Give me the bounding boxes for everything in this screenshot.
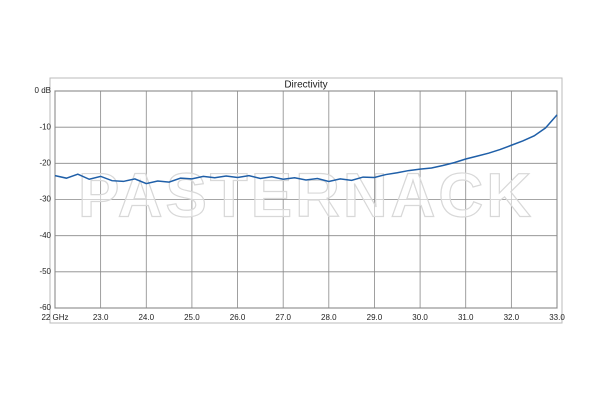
x-tick-label: 31.0 <box>458 313 474 322</box>
x-tick-label: 24.0 <box>138 313 154 322</box>
x-tick-label: 28.0 <box>321 313 337 322</box>
x-tick-label: 30.0 <box>412 313 428 322</box>
x-tick-label: 26.0 <box>230 313 246 322</box>
y-tick-label: 0 dB <box>35 86 51 95</box>
x-tick-label: 27.0 <box>275 313 291 322</box>
y-tick-label: -30 <box>39 195 51 204</box>
y-tick-label: -40 <box>39 231 51 240</box>
chart-title: Directivity <box>284 80 327 91</box>
y-tick-label: -20 <box>39 158 51 167</box>
y-tick-label: -50 <box>39 267 51 276</box>
x-tick-label: 33.0 <box>549 313 565 322</box>
watermark: PASTERNACK <box>78 161 534 230</box>
chart-frame <box>49 77 563 324</box>
x-tick-label: 25.0 <box>184 313 200 322</box>
y-tick-label: -10 <box>39 122 51 131</box>
x-tick-label: 32.0 <box>504 313 520 322</box>
x-tick-label: 22 GHz <box>41 313 68 322</box>
data-line <box>54 114 558 185</box>
y-tick-label: -60 <box>39 303 51 312</box>
x-tick-label: 29.0 <box>367 313 383 322</box>
x-tick-label: 23.0 <box>93 313 109 322</box>
